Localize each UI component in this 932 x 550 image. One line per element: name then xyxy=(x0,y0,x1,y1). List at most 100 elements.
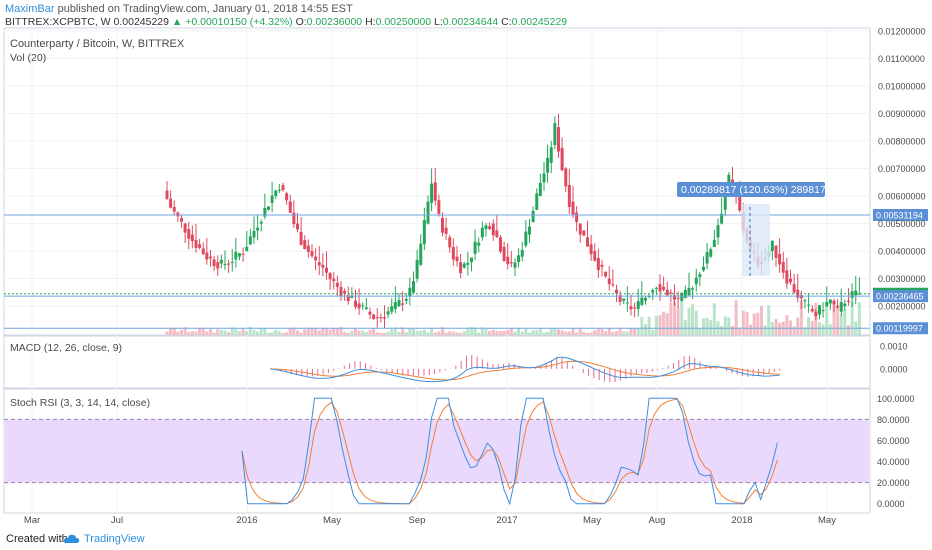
candle-body xyxy=(426,201,430,224)
candle-body xyxy=(691,288,695,290)
volume-bar xyxy=(270,332,274,335)
candle-body xyxy=(274,190,278,197)
publish-line: MaximBar published on TradingView.com, J… xyxy=(5,3,353,15)
volume-bar xyxy=(785,315,789,335)
volume-bar xyxy=(216,329,220,335)
volume-bar xyxy=(767,305,771,335)
candle-body xyxy=(785,270,789,284)
candle-body xyxy=(836,306,840,308)
candle-body xyxy=(430,183,434,203)
volume-bar xyxy=(314,328,318,335)
candle-body xyxy=(520,249,524,257)
volume-bar xyxy=(321,327,325,335)
price-axis[interactable]: 0.01200000 0.01100000 0.01000000 0.00900000… xyxy=(877,26,926,509)
volume-bar xyxy=(622,331,626,335)
candle-body xyxy=(310,251,314,257)
author-link[interactable]: MaximBar xyxy=(5,3,55,15)
candle-body xyxy=(256,227,260,231)
volume-bar xyxy=(528,332,531,335)
volume-bar xyxy=(589,332,593,335)
volume-bar xyxy=(843,309,847,335)
volume-bar xyxy=(731,325,734,335)
volume-bar xyxy=(455,332,459,335)
volume-bar xyxy=(680,299,684,335)
price-badge xyxy=(873,290,928,303)
volume-bar xyxy=(201,327,205,335)
volume-bar xyxy=(277,331,281,335)
volume-bar xyxy=(778,322,782,335)
volume-bar xyxy=(364,332,368,335)
footer-brand[interactable]: TradingView xyxy=(84,533,145,545)
stoch-band-fill xyxy=(5,419,869,483)
candle-body xyxy=(219,259,223,264)
candle-body xyxy=(393,301,397,309)
candle-body xyxy=(731,179,734,185)
volume-bar xyxy=(615,330,618,335)
volume-bar xyxy=(339,327,343,335)
volume-bar xyxy=(205,331,209,335)
main-pane[interactable] xyxy=(3,27,871,336)
volume-bar xyxy=(727,317,731,335)
volume-bar xyxy=(317,330,321,335)
volume-bar xyxy=(415,330,419,335)
time-tick-label: Jul xyxy=(111,515,123,526)
candle-body xyxy=(571,201,575,216)
candle-body xyxy=(459,262,463,274)
candle-body xyxy=(466,262,470,265)
measure-range-box xyxy=(742,204,770,276)
time-axis[interactable]: Mar Jul 2016 May Sep 2017 May Aug 2018 May xyxy=(24,515,836,526)
candle-body xyxy=(658,284,662,292)
volume-bar xyxy=(223,330,227,335)
volume-bar xyxy=(198,328,202,335)
candle-body xyxy=(720,213,724,224)
volume-bar xyxy=(760,305,763,335)
volume-bar xyxy=(245,330,249,335)
candle-body xyxy=(604,271,608,277)
candle-body xyxy=(803,300,807,302)
candle-body xyxy=(491,223,495,236)
candle-body xyxy=(332,278,336,282)
candle-body xyxy=(625,302,629,304)
candle-body xyxy=(789,278,792,283)
volume-bar xyxy=(821,324,825,335)
candle-body xyxy=(513,262,517,268)
candle-body xyxy=(368,311,372,315)
candle-body xyxy=(709,249,713,257)
candle-body xyxy=(364,307,368,309)
volume-bar xyxy=(542,332,546,335)
candle-body xyxy=(198,244,202,248)
stoch-tick-label: 60.0000 xyxy=(877,436,910,446)
volume-bar xyxy=(709,319,713,335)
candle-body xyxy=(267,206,270,210)
candle-body xyxy=(306,245,310,252)
volume-bar xyxy=(749,324,753,335)
candle-body xyxy=(241,253,245,255)
candle-body xyxy=(296,223,299,230)
volume-bar xyxy=(752,313,756,335)
volume-bar xyxy=(459,332,463,335)
measure-tool[interactable]: 0.00289817 (120.63%) 289817 xyxy=(677,182,826,276)
candle-body xyxy=(477,242,481,246)
volume-bar xyxy=(611,331,615,335)
volume-bar xyxy=(578,327,582,335)
candle-body xyxy=(738,196,742,211)
candle-body xyxy=(832,300,836,305)
volume-bar xyxy=(390,329,394,335)
macd-pane[interactable] xyxy=(3,335,871,389)
stoch-d-line xyxy=(241,398,778,505)
candle-body xyxy=(216,262,220,269)
chart-canvas[interactable]: 0.00531194 0.00245229 0.00236465 0.00119997… xyxy=(0,0,932,528)
volume-bar xyxy=(296,330,299,335)
volume-bar xyxy=(582,331,586,335)
volume-bar xyxy=(466,327,470,335)
candle-body xyxy=(165,190,169,199)
volume-bar xyxy=(379,332,383,335)
candle-body xyxy=(843,303,847,307)
volume-bar xyxy=(433,332,437,335)
price-badge-label: 0.00119997 xyxy=(876,324,923,334)
volume-bar xyxy=(354,328,357,335)
candle-body xyxy=(473,241,477,254)
volume-bar xyxy=(397,331,401,335)
candle-body xyxy=(557,127,560,152)
volume-bar xyxy=(665,313,669,335)
